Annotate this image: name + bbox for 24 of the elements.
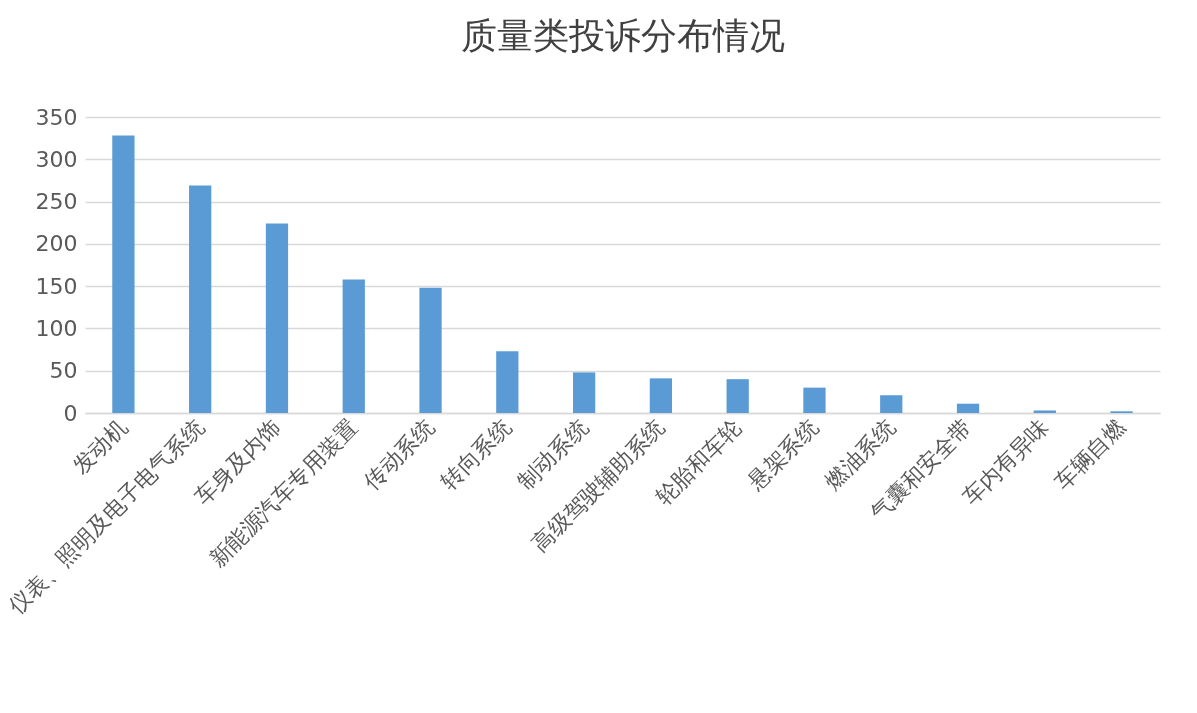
y-tick-label: 300 [35,146,78,172]
bar [572,372,596,413]
bar [803,387,826,413]
y-tick-label: 250 [35,189,78,215]
y-tick-label: 350 [35,104,78,130]
bar [649,378,673,413]
x-tick-label: 车辆自燃 [1050,414,1131,495]
y-tick-label: 50 [49,358,78,384]
y-tick-label: 100 [35,315,78,341]
bar [880,395,903,413]
x-tick-label: 悬架系统 [742,414,823,495]
bar [496,351,519,413]
y-tick-label: 150 [35,273,78,299]
bar [1033,410,1056,413]
bar [342,279,365,413]
bar [956,403,980,413]
bar [112,135,135,413]
bar [419,287,442,413]
bar [726,379,749,413]
bar [189,185,212,413]
y-tick-label: 0 [63,400,78,426]
chart-title: 质量类投诉分布情况 [460,15,785,56]
y-tick-label: 200 [35,231,78,257]
bar [265,223,289,413]
